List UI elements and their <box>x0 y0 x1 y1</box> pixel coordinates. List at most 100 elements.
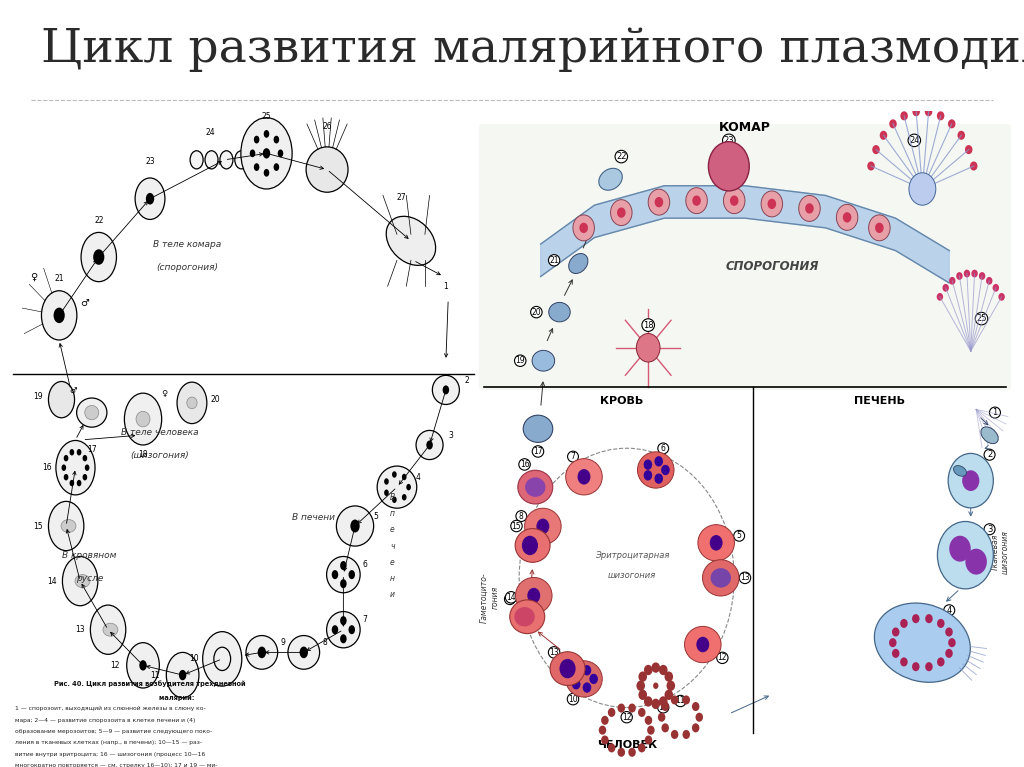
Circle shape <box>77 449 81 456</box>
Circle shape <box>867 162 874 170</box>
Circle shape <box>654 197 664 207</box>
Text: 12: 12 <box>111 661 120 670</box>
Circle shape <box>843 212 851 222</box>
Ellipse shape <box>525 477 546 497</box>
Ellipse shape <box>702 560 739 596</box>
Text: витие внутри эритроцита; 16 — шизогония (процесс 10—16: витие внутри эритроцита; 16 — шизогония … <box>15 752 205 756</box>
Circle shape <box>617 703 625 713</box>
Ellipse shape <box>550 652 585 686</box>
Circle shape <box>948 638 955 647</box>
Circle shape <box>937 619 944 628</box>
Circle shape <box>258 647 266 658</box>
Circle shape <box>629 703 636 713</box>
Circle shape <box>127 643 160 688</box>
Text: 16: 16 <box>43 463 52 472</box>
Circle shape <box>177 382 207 423</box>
Circle shape <box>768 199 776 209</box>
Circle shape <box>963 470 979 491</box>
Circle shape <box>340 616 347 625</box>
Text: 17: 17 <box>87 445 96 454</box>
Ellipse shape <box>638 452 674 488</box>
Circle shape <box>723 176 728 183</box>
Circle shape <box>645 716 652 725</box>
Ellipse shape <box>518 470 553 504</box>
Text: 22: 22 <box>616 152 627 161</box>
Text: п: п <box>390 509 395 518</box>
Circle shape <box>601 736 608 745</box>
Circle shape <box>264 169 269 176</box>
Circle shape <box>683 696 690 704</box>
Text: е: е <box>390 558 394 567</box>
Circle shape <box>636 334 660 362</box>
Ellipse shape <box>77 398 106 427</box>
Text: ПЕЧЕНЬ: ПЕЧЕНЬ <box>854 397 905 407</box>
Circle shape <box>837 204 858 230</box>
Text: 18: 18 <box>138 449 147 459</box>
Text: 23: 23 <box>145 157 155 166</box>
Circle shape <box>937 111 944 120</box>
Circle shape <box>686 188 708 214</box>
Ellipse shape <box>136 411 151 427</box>
Ellipse shape <box>524 509 561 545</box>
Text: 3: 3 <box>987 525 992 534</box>
Circle shape <box>63 474 69 480</box>
Circle shape <box>998 293 1005 301</box>
Ellipse shape <box>327 611 360 648</box>
Text: КРОВЬ: КРОВЬ <box>600 397 643 407</box>
Text: н: н <box>390 574 395 583</box>
Circle shape <box>900 657 907 667</box>
Text: 15: 15 <box>512 522 521 531</box>
Circle shape <box>263 148 270 159</box>
Text: 2: 2 <box>987 450 992 459</box>
Text: 26: 26 <box>323 122 332 130</box>
Circle shape <box>710 535 723 551</box>
Text: 20: 20 <box>531 308 541 317</box>
Text: Цикл развития малярийного плазмодия: Цикл развития малярийного плазмодия <box>41 27 1024 72</box>
Circle shape <box>717 155 722 161</box>
Circle shape <box>135 178 165 219</box>
Circle shape <box>692 702 699 711</box>
Circle shape <box>407 484 411 490</box>
Circle shape <box>53 308 65 323</box>
Circle shape <box>573 215 594 241</box>
Circle shape <box>590 673 598 684</box>
Text: В теле комара: В теле комара <box>154 240 221 249</box>
Ellipse shape <box>711 568 731 588</box>
Text: 11: 11 <box>676 696 685 706</box>
Circle shape <box>937 293 943 301</box>
Circle shape <box>926 662 933 671</box>
Circle shape <box>601 716 608 725</box>
Circle shape <box>730 176 735 183</box>
Text: ♀: ♀ <box>30 272 37 281</box>
Circle shape <box>692 723 699 732</box>
FancyBboxPatch shape <box>479 124 1011 390</box>
Circle shape <box>900 619 907 628</box>
Circle shape <box>48 502 84 551</box>
Circle shape <box>659 696 668 706</box>
Text: 21: 21 <box>54 274 63 283</box>
Text: В: В <box>390 493 395 502</box>
Circle shape <box>644 665 652 675</box>
Text: 1: 1 <box>443 281 449 291</box>
Circle shape <box>522 535 538 555</box>
Circle shape <box>340 561 347 570</box>
Circle shape <box>912 662 920 671</box>
Ellipse shape <box>510 600 545 634</box>
Circle shape <box>644 459 652 470</box>
Text: 7: 7 <box>362 615 367 624</box>
Text: малярии:: малярии: <box>105 695 195 700</box>
Ellipse shape <box>514 607 535 627</box>
Text: мара; 2—4 — развитие спорозоита в клетке печени и (4): мара; 2—4 — развитие спорозоита в клетке… <box>15 717 196 723</box>
Circle shape <box>719 155 738 178</box>
Text: ♂: ♂ <box>81 298 89 308</box>
Text: В кровяном: В кровяном <box>62 551 117 561</box>
Text: ЧЕЛОВЕК: ЧЕЛОВЕК <box>597 739 656 749</box>
Text: ления в тканевых клетках (напр., в печени); 10—15 — раз-: ления в тканевых клетках (напр., в печен… <box>15 740 202 746</box>
Text: 19: 19 <box>515 356 525 365</box>
Circle shape <box>205 151 218 169</box>
Circle shape <box>662 723 669 732</box>
Circle shape <box>945 627 952 637</box>
Circle shape <box>571 668 581 679</box>
Ellipse shape <box>327 557 360 593</box>
Circle shape <box>647 726 654 735</box>
